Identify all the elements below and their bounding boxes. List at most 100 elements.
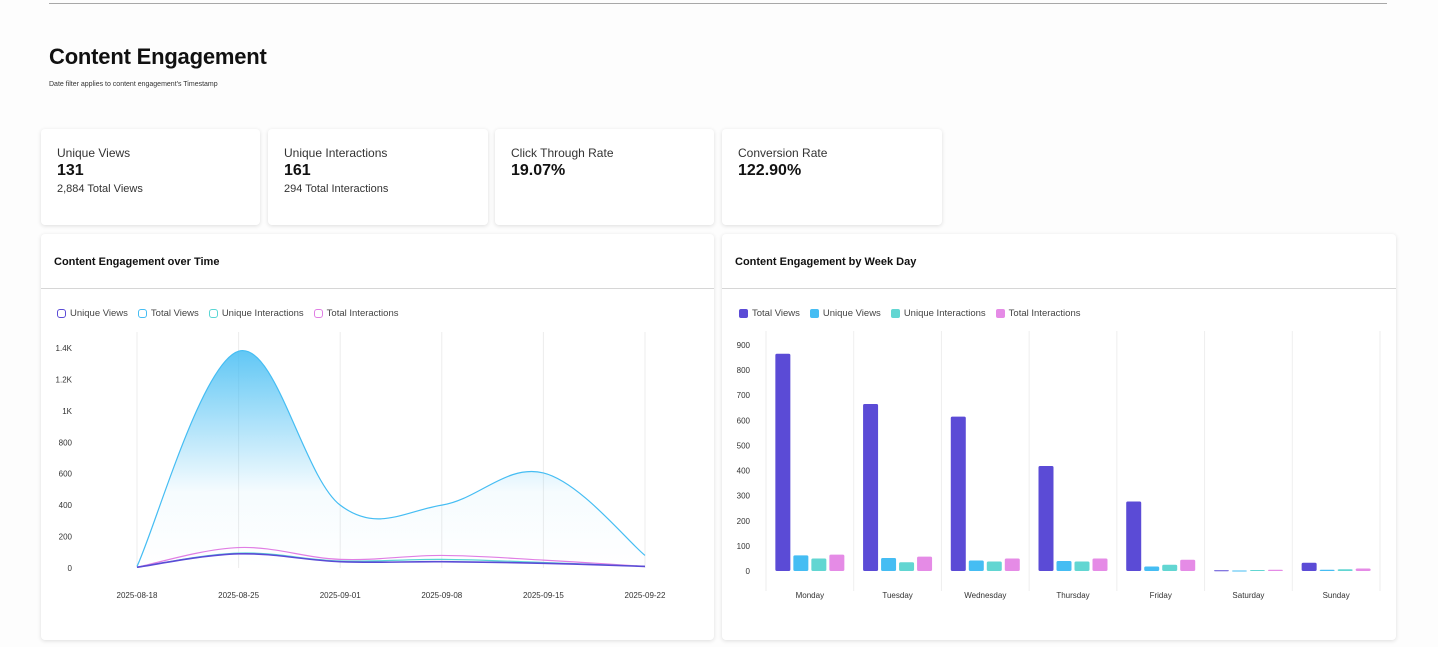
bar-total-views: [775, 353, 791, 571]
y-tick-label: 0: [746, 567, 751, 576]
legend-swatch-icon: [809, 309, 819, 318]
x-tick-label: 2025-08-18: [117, 591, 158, 600]
x-tick-label: Thursday: [1056, 591, 1089, 600]
y-tick-label: 800: [737, 366, 751, 375]
legend-item-total-interactions[interactable]: Total Interactions: [995, 308, 1081, 319]
legend-item-unique-interactions[interactable]: Unique Interactions: [208, 308, 304, 319]
y-tick-label: 700: [737, 391, 751, 400]
legend-item-unique-interactions[interactable]: Unique Interactions: [890, 308, 986, 319]
y-tick-label: 1K: [62, 407, 72, 416]
stat-card-click-through-rate: Click Through Rate 19.07%: [495, 129, 714, 225]
bar-unique-views: [1319, 569, 1335, 571]
legend-item-total-interactions[interactable]: Total Interactions: [313, 308, 399, 319]
bar-unique-views: [793, 555, 809, 571]
stat-label: Click Through Rate: [511, 146, 614, 160]
bar-unique-views: [1144, 566, 1160, 571]
y-tick-label: 600: [737, 416, 751, 425]
x-tick-label: 2025-09-15: [523, 591, 564, 600]
bar-unique-views: [1056, 560, 1072, 571]
legend-label: Total Views: [752, 308, 800, 319]
x-tick-label: 2025-09-01: [320, 591, 361, 600]
chart-legend: Unique Views Total Views Unique Interact…: [57, 308, 409, 319]
bar-total-interactions: [1355, 568, 1371, 571]
chart-legend: Total Views Unique Views Unique Interact…: [739, 308, 1091, 319]
stat-subtext: 294 Total Interactions: [284, 183, 389, 195]
stat-value: 122.90%: [738, 162, 802, 179]
bar-unique-interactions: [1162, 564, 1178, 571]
legend-item-unique-views[interactable]: Unique Views: [809, 308, 881, 319]
x-tick-label: Tuesday: [882, 591, 912, 600]
y-tick-label: 1.2K: [56, 375, 73, 384]
chart-title: Content Engagement over Time: [54, 256, 220, 268]
bar-unique-views: [881, 557, 897, 571]
y-tick-label: 200: [737, 517, 751, 526]
legend-label: Unique Interactions: [903, 308, 986, 319]
legend-swatch-icon: [995, 309, 1005, 318]
chart-header-divider: [722, 288, 1396, 289]
legend-swatch-icon: [57, 309, 66, 318]
series-line-unique-views: [136, 552, 646, 569]
stat-value: 131: [57, 162, 84, 179]
bar-total-views: [1126, 501, 1142, 571]
y-tick-label: 400: [737, 467, 751, 476]
top-divider: [49, 3, 1387, 4]
stat-subtext: 2,884 Total Views: [57, 183, 143, 195]
bar-unique-views: [1231, 570, 1247, 572]
area-fill-total-views: [137, 350, 645, 568]
legend-swatch-icon: [739, 309, 748, 318]
stat-value: 19.07%: [511, 162, 566, 179]
legend-swatch-icon: [208, 309, 218, 318]
y-tick-label: 0: [68, 564, 73, 573]
chart-title: Content Engagement by Week Day: [735, 256, 917, 268]
bar-unique-interactions: [1337, 569, 1353, 571]
page-title: Content Engagement: [49, 44, 267, 69]
x-tick-label: Wednesday: [964, 591, 1006, 600]
y-tick-label: 500: [737, 441, 751, 450]
chart-card-engagement-over-time: Content Engagement over Time Unique View…: [41, 234, 714, 640]
bar-unique-interactions: [1074, 561, 1090, 571]
y-tick-label: 400: [59, 501, 73, 510]
bar-total-interactions: [1180, 559, 1196, 571]
stat-card-conversion-rate: Conversion Rate 122.90%: [722, 129, 942, 225]
stat-card-unique-interactions: Unique Interactions 161 294 Total Intera…: [268, 129, 488, 225]
legend-item-unique-views[interactable]: Unique Views: [57, 308, 128, 319]
stat-label: Conversion Rate: [738, 146, 828, 160]
legend-item-total-views[interactable]: Total Views: [137, 308, 199, 319]
page-subtitle: Date filter applies to content engagemen…: [49, 81, 218, 88]
y-tick-label: 900: [737, 341, 751, 350]
bar-total-interactions: [1092, 558, 1108, 571]
series-line-total-views: [136, 350, 646, 567]
bar-total-views: [863, 404, 879, 571]
legend-swatch-icon: [313, 309, 323, 318]
chart-card-engagement-by-weekday: Content Engagement by Week Day Total Vie…: [722, 234, 1396, 640]
bar-total-interactions: [917, 556, 933, 571]
stat-card-unique-views: Unique Views 131 2,884 Total Views: [41, 129, 260, 225]
bar-total-views: [950, 416, 966, 571]
bar-total-interactions: [1267, 569, 1283, 571]
y-tick-label: 300: [737, 492, 751, 501]
time-chart-plot: 0 200 400 600 800 1K 1.2K 1.4K 2025-08-18 2025-08…: [56, 332, 666, 600]
x-tick-label: 2025-09-08: [421, 591, 462, 600]
x-tick-label: 2025-08-25: [218, 591, 259, 600]
legend-item-total-views[interactable]: Total Views: [739, 308, 800, 319]
weekday-chart-plot: 0 100 200 300 400 500 600 700 800 900 Monday Tuesda…: [737, 331, 1381, 600]
legend-swatch-icon: [890, 309, 900, 318]
bar-total-views: [1038, 466, 1054, 571]
bar-unique-interactions: [986, 561, 1002, 571]
legend-label: Unique Views: [822, 308, 881, 319]
bar-unique-interactions: [899, 562, 915, 571]
x-tick-label: Monday: [796, 591, 824, 600]
y-tick-label: 100: [737, 542, 751, 551]
series-line-total-interactions: [136, 546, 646, 568]
x-tick-label: 2025-09-22: [625, 591, 666, 600]
y-tick-label: 800: [59, 438, 73, 447]
chart-header-divider: [41, 288, 714, 289]
bar-unique-views: [968, 560, 984, 571]
bar-unique-interactions: [811, 558, 827, 571]
stat-label: Unique Views: [57, 146, 131, 160]
x-tick-label: Friday: [1150, 591, 1172, 600]
legend-label: Total Interactions: [326, 308, 399, 319]
x-tick-label: Sunday: [1323, 591, 1350, 600]
bar-total-views: [1301, 562, 1317, 571]
y-tick-label: 600: [59, 470, 73, 479]
